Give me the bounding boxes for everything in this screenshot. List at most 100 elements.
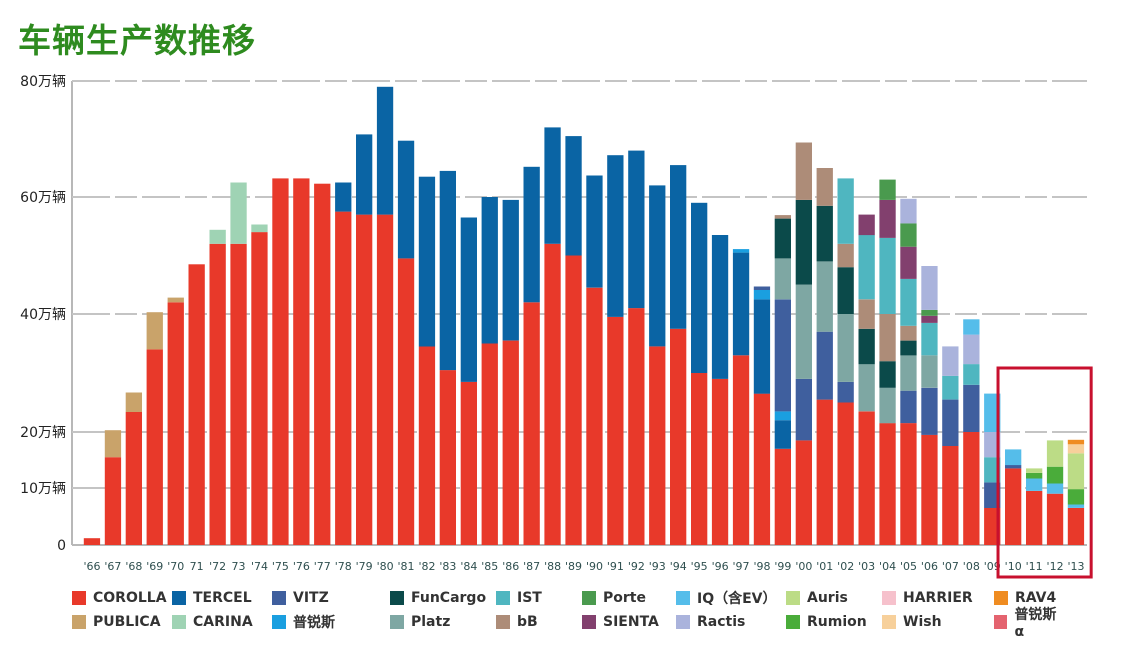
legend-swatch bbox=[786, 591, 800, 605]
bar-segment-funcargo-33 bbox=[774, 218, 791, 259]
bar-segment-tercel-21 bbox=[523, 166, 540, 303]
x-tick-label: '99 bbox=[774, 560, 791, 573]
bar-segment-bb-34 bbox=[795, 142, 812, 200]
y-tick-label: 20万辆 bbox=[20, 425, 66, 441]
x-tick-label: '02 bbox=[837, 560, 854, 573]
legend-label: Wish bbox=[903, 614, 942, 630]
chart-title: 车辆生产数推移 bbox=[18, 21, 256, 60]
bar-segment-vitz-39 bbox=[900, 390, 917, 424]
bar-segment-corolla-24 bbox=[586, 287, 603, 545]
bar-segment-iq-ev--44 bbox=[1005, 449, 1022, 466]
bar-segment-vitz-35 bbox=[816, 331, 833, 400]
legend-swatch bbox=[676, 615, 690, 629]
bar-segment-rumion-46 bbox=[1046, 466, 1064, 484]
x-tick-label: '76 bbox=[293, 560, 310, 573]
bar-segment-corolla-36 bbox=[837, 402, 854, 545]
bar-segment-publica-2 bbox=[125, 392, 142, 412]
bar-segment---31 bbox=[732, 249, 750, 253]
legend-item: Auris bbox=[786, 590, 882, 606]
bar-segment-corolla-12 bbox=[335, 211, 352, 545]
bar-segment-corolla-35 bbox=[816, 399, 833, 545]
bar-segment-platz-35 bbox=[816, 261, 833, 332]
bar-segment-tercel-27 bbox=[649, 185, 666, 347]
bar-segment-bb-36 bbox=[837, 243, 854, 268]
legend-swatch bbox=[786, 615, 800, 629]
legend-swatch bbox=[582, 591, 596, 605]
bar-segment-corolla-9 bbox=[272, 178, 289, 545]
bar-segment-platz-37 bbox=[858, 364, 875, 412]
x-tick-label: '98 bbox=[753, 560, 770, 573]
legend-label: Auris bbox=[807, 590, 848, 606]
x-tick-label: '81 bbox=[398, 560, 415, 573]
bar-segment-vitz-44 bbox=[1005, 465, 1022, 469]
bar-segment-iq-ev--42 bbox=[963, 319, 980, 335]
bar-segment-tercel-12 bbox=[335, 182, 352, 212]
bar-segment-tercel-19 bbox=[481, 197, 498, 344]
x-tick-label: '96 bbox=[712, 560, 729, 573]
x-tick-label: '68 bbox=[125, 560, 142, 573]
bar-segment-vitz-34 bbox=[795, 378, 812, 441]
x-tick-label: '70 bbox=[167, 560, 184, 573]
bar-segment-corolla-38 bbox=[879, 423, 896, 545]
legend-swatch bbox=[272, 615, 286, 629]
bar-segment-ist-42 bbox=[963, 364, 980, 385]
bar-segment-corolla-47 bbox=[1067, 507, 1085, 545]
legend-label: IST bbox=[517, 590, 542, 606]
bar-segment-corolla-0 bbox=[83, 538, 101, 545]
legend-label: FunCargo bbox=[411, 590, 487, 606]
y-tick-label: 40万辆 bbox=[20, 307, 66, 323]
y-tick-label: 0 bbox=[57, 538, 66, 554]
bar-segment-corolla-33 bbox=[774, 448, 791, 545]
bar-segment-tercel-25 bbox=[607, 155, 624, 317]
bar-segment-platz-36 bbox=[837, 314, 854, 382]
legend-item: Rumion bbox=[786, 614, 882, 630]
bar-segment-iq-ev--45 bbox=[1026, 478, 1043, 491]
bar-segment-corolla-32 bbox=[753, 393, 771, 545]
bar-segment-corolla-42 bbox=[963, 432, 980, 545]
legend-label: 普锐斯 bbox=[293, 615, 335, 631]
bar-segment-auris-47 bbox=[1067, 453, 1085, 490]
bar-segment-ist-43 bbox=[984, 457, 1001, 483]
x-tick-label: '10 bbox=[1005, 560, 1022, 573]
x-tick-label: '07 bbox=[942, 560, 959, 573]
bar-segment-funcargo-39 bbox=[900, 340, 917, 356]
bar-segment-tercel-24 bbox=[586, 175, 603, 288]
x-tick-label: '80 bbox=[377, 560, 394, 573]
bar-segment-corolla-6 bbox=[209, 243, 226, 546]
legend-label: Rumion bbox=[807, 614, 867, 630]
bar-segment-corolla-45 bbox=[1026, 490, 1043, 545]
bar-segment-funcargo-35 bbox=[816, 205, 833, 262]
bar-segment-ist-39 bbox=[900, 278, 917, 326]
x-tick-label: '93 bbox=[649, 560, 666, 573]
y-tick-label: 60万辆 bbox=[20, 190, 66, 206]
bar-segment-corolla-43 bbox=[984, 507, 1001, 545]
legend-swatch bbox=[72, 615, 86, 629]
legend-row: PUBLICA CARINA 普锐斯 Platz bB SIENTA Ractis Rumio… bbox=[72, 607, 1132, 640]
legend-label: COROLLA bbox=[93, 590, 167, 606]
bar-segment-auris-46 bbox=[1046, 440, 1064, 467]
bar-segment-funcargo-36 bbox=[837, 267, 854, 314]
bar-segment-ractis-41 bbox=[942, 346, 959, 376]
bar-segment-bb-33 bbox=[774, 215, 791, 219]
x-tick-label: '86 bbox=[502, 560, 519, 573]
bar-segment-wish-47 bbox=[1067, 444, 1085, 454]
x-tick-label: '78 bbox=[335, 560, 352, 573]
legend-item: Platz bbox=[390, 614, 496, 630]
bar-segment-corolla-37 bbox=[858, 411, 875, 545]
bar-segment-bb-38 bbox=[879, 314, 896, 362]
x-tick-label: '66 bbox=[83, 560, 100, 573]
bar-segment-vitz-42 bbox=[963, 384, 980, 432]
x-tick-label: '12 bbox=[1047, 560, 1064, 573]
bar-segment-ractis-43 bbox=[984, 432, 1001, 458]
bar-segment-vitz-32 bbox=[753, 286, 771, 290]
bar-segment-corolla-26 bbox=[628, 308, 645, 545]
bar-segment-platz-39 bbox=[900, 355, 917, 391]
bar-segment-tercel-22 bbox=[544, 127, 561, 244]
bar-segment-rumion-47 bbox=[1067, 489, 1085, 505]
x-tick-label: '04 bbox=[879, 560, 896, 573]
legend-label: HARRIER bbox=[903, 590, 973, 606]
bar-segment-corolla-5 bbox=[188, 264, 205, 545]
legend: COROLLA TERCEL VITZ FunCargo IST Porte IQ（含EV）… bbox=[72, 586, 1132, 640]
bar-segment-iq-ev--47 bbox=[1067, 504, 1085, 508]
legend-swatch bbox=[172, 615, 186, 629]
